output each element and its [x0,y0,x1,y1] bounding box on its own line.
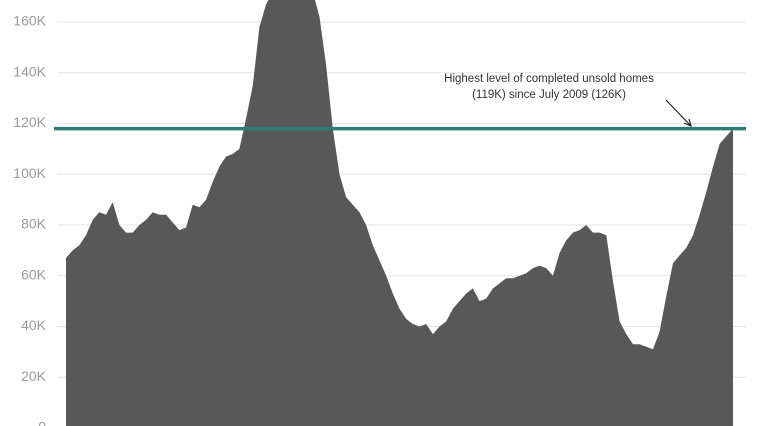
annotation: Highest level of completed unsold homes [444,73,654,85]
annotation-arrow [665,99,691,126]
area [66,0,733,426]
y-tick-label: 40K [21,317,47,333]
annotation-arrowhead [683,118,692,128]
y-tick-label: 120K [13,114,46,130]
y-tick-label: 100K [13,165,46,181]
y-tick-label: 60K [21,266,47,282]
y-tick-label: 80K [21,216,47,232]
annotation: (119K) since July 2009 (126K) [472,89,626,101]
y-tick-label: 160K [13,13,46,29]
y-tick-label: 140K [13,63,46,79]
y-tick-label: 0 [38,419,46,426]
y-tick-label: 20K [21,368,47,384]
